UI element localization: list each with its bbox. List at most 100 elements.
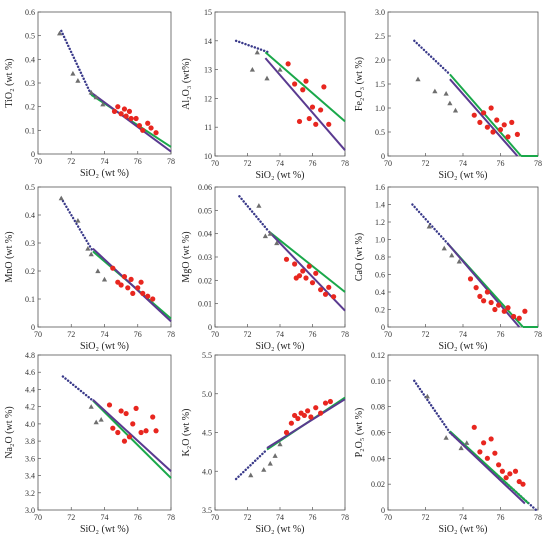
x-axis-label: SiO₂ (wt %): [255, 170, 304, 181]
circle-point: [492, 450, 498, 456]
circle-point: [481, 298, 487, 304]
dotted-trend-line: [61, 375, 95, 402]
x-tick-label: 72: [67, 513, 75, 522]
triangle-point: [458, 445, 464, 451]
y-tick-label: 0: [208, 323, 212, 332]
panel-1: 70 72 74 76 78 0 0.1 0.2 0.3 0.4 0.5 0.6 SiO₂ (wt %)…: [4, 8, 175, 179]
circle-point: [115, 104, 121, 110]
triangle-point: [88, 404, 94, 409]
x-tick-label: 70: [34, 330, 42, 339]
y-tick-label: 0.05: [198, 206, 212, 215]
circle-point: [135, 285, 141, 291]
x-axis-label: SiO₂ (wt %): [80, 341, 129, 352]
triangle-point: [100, 101, 106, 107]
circle-point: [313, 270, 319, 276]
circle-point: [123, 410, 129, 417]
circle-point: [303, 275, 309, 281]
x-tick-label: 74: [101, 330, 109, 339]
x-axis-label: SiO₂ (wt %): [255, 341, 304, 352]
y-tick-label: 0: [381, 506, 385, 515]
y-tick-label: 0.04: [198, 230, 212, 239]
x-tick-label: 76: [309, 330, 317, 339]
circle-point: [501, 308, 507, 314]
circle-point: [471, 424, 477, 430]
plot-frame: [387, 354, 539, 511]
circle-point: [322, 400, 329, 406]
circle-point: [490, 129, 496, 135]
y-tick-label: 3.5: [202, 506, 212, 515]
circle-point: [308, 414, 314, 420]
x-tick-label: 72: [244, 330, 252, 339]
circle-point: [128, 115, 134, 122]
circle-point: [153, 130, 159, 136]
x-tick-label: 78: [534, 513, 542, 522]
triangle-point: [70, 70, 76, 76]
circle-point: [283, 429, 290, 436]
x-tick-label: 76: [497, 330, 505, 339]
y-tick-label: 0.2: [25, 103, 35, 112]
x-tick-label: 78: [167, 157, 175, 166]
y-tick-label: 4.4: [25, 385, 35, 394]
panel-9: 70 72 74 76 78 0 0.02 0.04 0.06 0.08 0.10 0.12 SiO₂ …: [354, 351, 542, 535]
circle-point: [110, 425, 116, 431]
circle-point: [126, 108, 133, 114]
circle-point: [520, 481, 526, 487]
x-tick-label: 72: [422, 513, 430, 522]
x-tick-label: 74: [459, 513, 467, 522]
y-tick-label: 0.6: [25, 8, 35, 17]
y-tick-label: 3.8: [25, 437, 35, 446]
circle-point: [110, 265, 116, 271]
circle-point: [509, 119, 515, 125]
circle-point: [138, 429, 144, 436]
x-tick-label: 72: [422, 159, 430, 168]
x-axis-label: SiO₂ (wt %): [80, 168, 129, 179]
y-axis-label: P₂O₅ (wt %): [354, 408, 365, 458]
triangle-point: [441, 245, 447, 251]
y-tick-label: 4.0: [202, 467, 212, 476]
plot-frame: [214, 354, 346, 511]
triangle-point: [272, 453, 278, 458]
purple-model-line: [449, 431, 526, 505]
circle-point: [309, 280, 316, 286]
y-tick-label: 0.01: [198, 300, 212, 309]
panel-5: 70 72 74 76 78 0 0.01 0.02 0.03 0.04 0.05 0.06 SiO₂ …: [181, 183, 349, 352]
circle-point: [301, 412, 307, 419]
circle-point: [484, 455, 490, 461]
x-tick-label: 70: [211, 330, 219, 339]
dotted-trend-line: [234, 448, 269, 481]
circle-point: [121, 106, 128, 112]
purple-model-line: [447, 243, 521, 328]
y-tick-label: 3.6: [25, 454, 35, 463]
circle-point: [313, 405, 319, 411]
y-tick-label: 4.8: [25, 351, 35, 360]
x-tick-label: 78: [167, 513, 175, 522]
y-axis-label: Fe₂O₃ (wt %): [354, 57, 365, 111]
y-tick-label: 0.3: [25, 239, 35, 248]
y-tick-label: 0.08: [371, 403, 385, 412]
y-tick-label: 2.0: [375, 56, 385, 65]
y-axis-label: TiO₂ (wt %): [4, 58, 15, 107]
triangle-point: [274, 240, 280, 246]
green-model-line: [449, 430, 530, 505]
y-tick-label: 1.5: [375, 80, 385, 89]
circle-point: [123, 113, 129, 119]
y-tick-label: 0.1: [25, 295, 35, 304]
circle-point: [331, 294, 337, 300]
circle-point: [300, 268, 306, 274]
y-axis-label: Na₂O (wt %): [4, 406, 15, 458]
x-tick-label: 74: [459, 330, 467, 339]
triangle-point: [249, 67, 255, 72]
circle-point: [484, 124, 490, 130]
circle-point: [318, 287, 324, 293]
circle-point: [143, 428, 149, 434]
circle-point: [300, 87, 306, 93]
y-tick-label: 13: [204, 66, 212, 75]
circle-point: [488, 105, 494, 111]
y-tick-label: 1.6: [375, 183, 385, 192]
y-tick-label: 0.4: [25, 211, 35, 220]
triangle-point: [85, 246, 91, 251]
y-tick-label: 0.8: [375, 253, 385, 262]
circle-point: [481, 110, 487, 116]
x-tick-label: 76: [134, 330, 142, 339]
x-tick-label: 70: [384, 513, 392, 522]
